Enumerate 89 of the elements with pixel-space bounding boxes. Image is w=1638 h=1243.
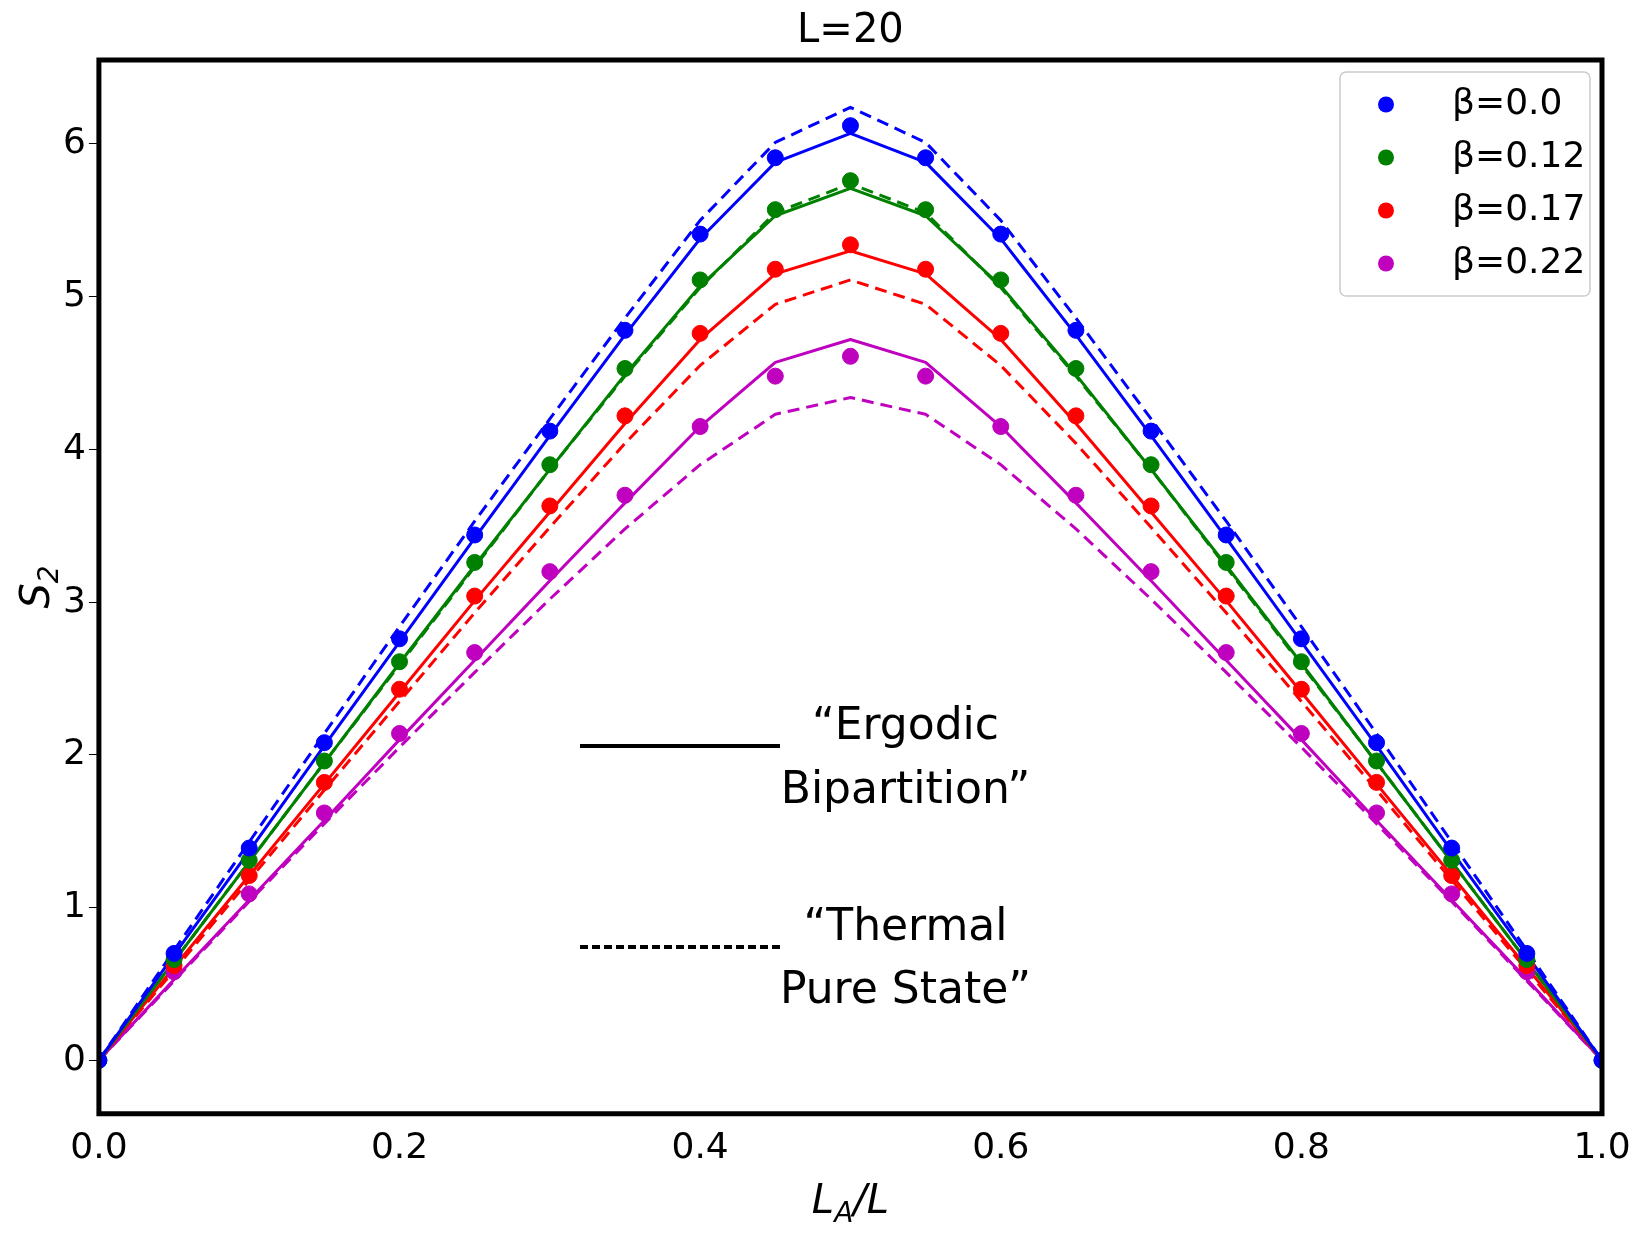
point	[616, 360, 634, 377]
point	[1443, 867, 1461, 885]
point	[766, 149, 784, 167]
point	[1518, 944, 1536, 962]
point	[1142, 422, 1160, 440]
point	[1067, 321, 1085, 339]
point	[1142, 456, 1160, 474]
point	[917, 201, 935, 219]
point	[466, 587, 484, 605]
point	[240, 867, 258, 885]
point	[917, 260, 935, 278]
x-axis-title: L$_{A}$/L	[811, 1175, 890, 1229]
point	[616, 486, 634, 504]
point	[1443, 839, 1461, 857]
point	[541, 456, 559, 474]
point	[391, 630, 409, 648]
point	[315, 734, 333, 752]
point	[1142, 497, 1160, 515]
point	[466, 644, 484, 662]
point	[691, 418, 709, 436]
y-tick-label: 2	[63, 731, 86, 773]
point	[1217, 553, 1235, 571]
x-tick-label: 0.8	[1272, 1124, 1331, 1166]
legend-label: β=0.22	[1452, 239, 1586, 281]
point	[240, 839, 258, 857]
point	[315, 773, 333, 791]
point	[917, 367, 935, 385]
point	[1368, 804, 1386, 822]
point	[391, 725, 409, 743]
point	[1217, 526, 1235, 544]
point	[691, 271, 709, 289]
y-tick-label: 1	[63, 883, 86, 925]
point	[841, 236, 859, 254]
annotation: “Thermal Pure State”	[779, 897, 1032, 1016]
point	[466, 526, 484, 544]
y-tick-label: 5	[63, 273, 86, 315]
point	[992, 324, 1010, 342]
legend-label: β=0.12	[1452, 133, 1586, 175]
point	[1368, 773, 1386, 791]
y-tick-label: 4	[63, 425, 86, 467]
point	[1292, 680, 1310, 698]
point	[391, 653, 409, 671]
point	[841, 117, 859, 135]
annotation: “Ergodic Bipartition”	[780, 697, 1031, 816]
point	[917, 149, 935, 167]
point	[165, 944, 183, 962]
x-tick-label: 0.0	[70, 1124, 128, 1166]
point	[541, 563, 559, 581]
point	[466, 553, 484, 571]
x-tick-label: 0.6	[972, 1124, 1030, 1166]
point	[691, 324, 709, 342]
point	[1217, 644, 1235, 662]
point	[541, 422, 559, 440]
legend-label: β=0.0	[1452, 80, 1563, 122]
point	[616, 321, 634, 339]
x-tick-label: 0.2	[370, 1124, 429, 1166]
point	[1217, 587, 1235, 605]
point	[992, 225, 1010, 243]
point	[1292, 630, 1310, 648]
point	[1368, 752, 1386, 770]
legend-label: β=0.17	[1452, 186, 1586, 228]
point	[992, 271, 1010, 289]
chart-title: L=20	[797, 5, 904, 51]
point	[766, 201, 784, 219]
point	[1067, 407, 1085, 425]
point	[1067, 486, 1085, 504]
y-tick-label: 6	[63, 120, 86, 162]
point	[766, 367, 784, 385]
point	[841, 347, 859, 365]
point	[1067, 360, 1085, 377]
point	[1292, 653, 1310, 671]
point	[1368, 734, 1386, 752]
x-tick-label: 1.0	[1573, 1124, 1631, 1166]
point	[391, 680, 409, 698]
point	[766, 260, 784, 278]
y-tick-label: 3	[63, 578, 86, 620]
point	[541, 497, 559, 515]
point	[315, 752, 333, 770]
point	[1292, 725, 1310, 743]
point	[1443, 885, 1461, 903]
point	[992, 418, 1010, 436]
x-tick-label: 0.4	[671, 1124, 729, 1166]
point	[841, 172, 859, 190]
y-tick-label: 0	[63, 1036, 86, 1078]
point	[240, 885, 258, 903]
point	[691, 225, 709, 243]
point	[315, 804, 333, 822]
point	[1142, 563, 1160, 581]
point	[616, 407, 634, 425]
